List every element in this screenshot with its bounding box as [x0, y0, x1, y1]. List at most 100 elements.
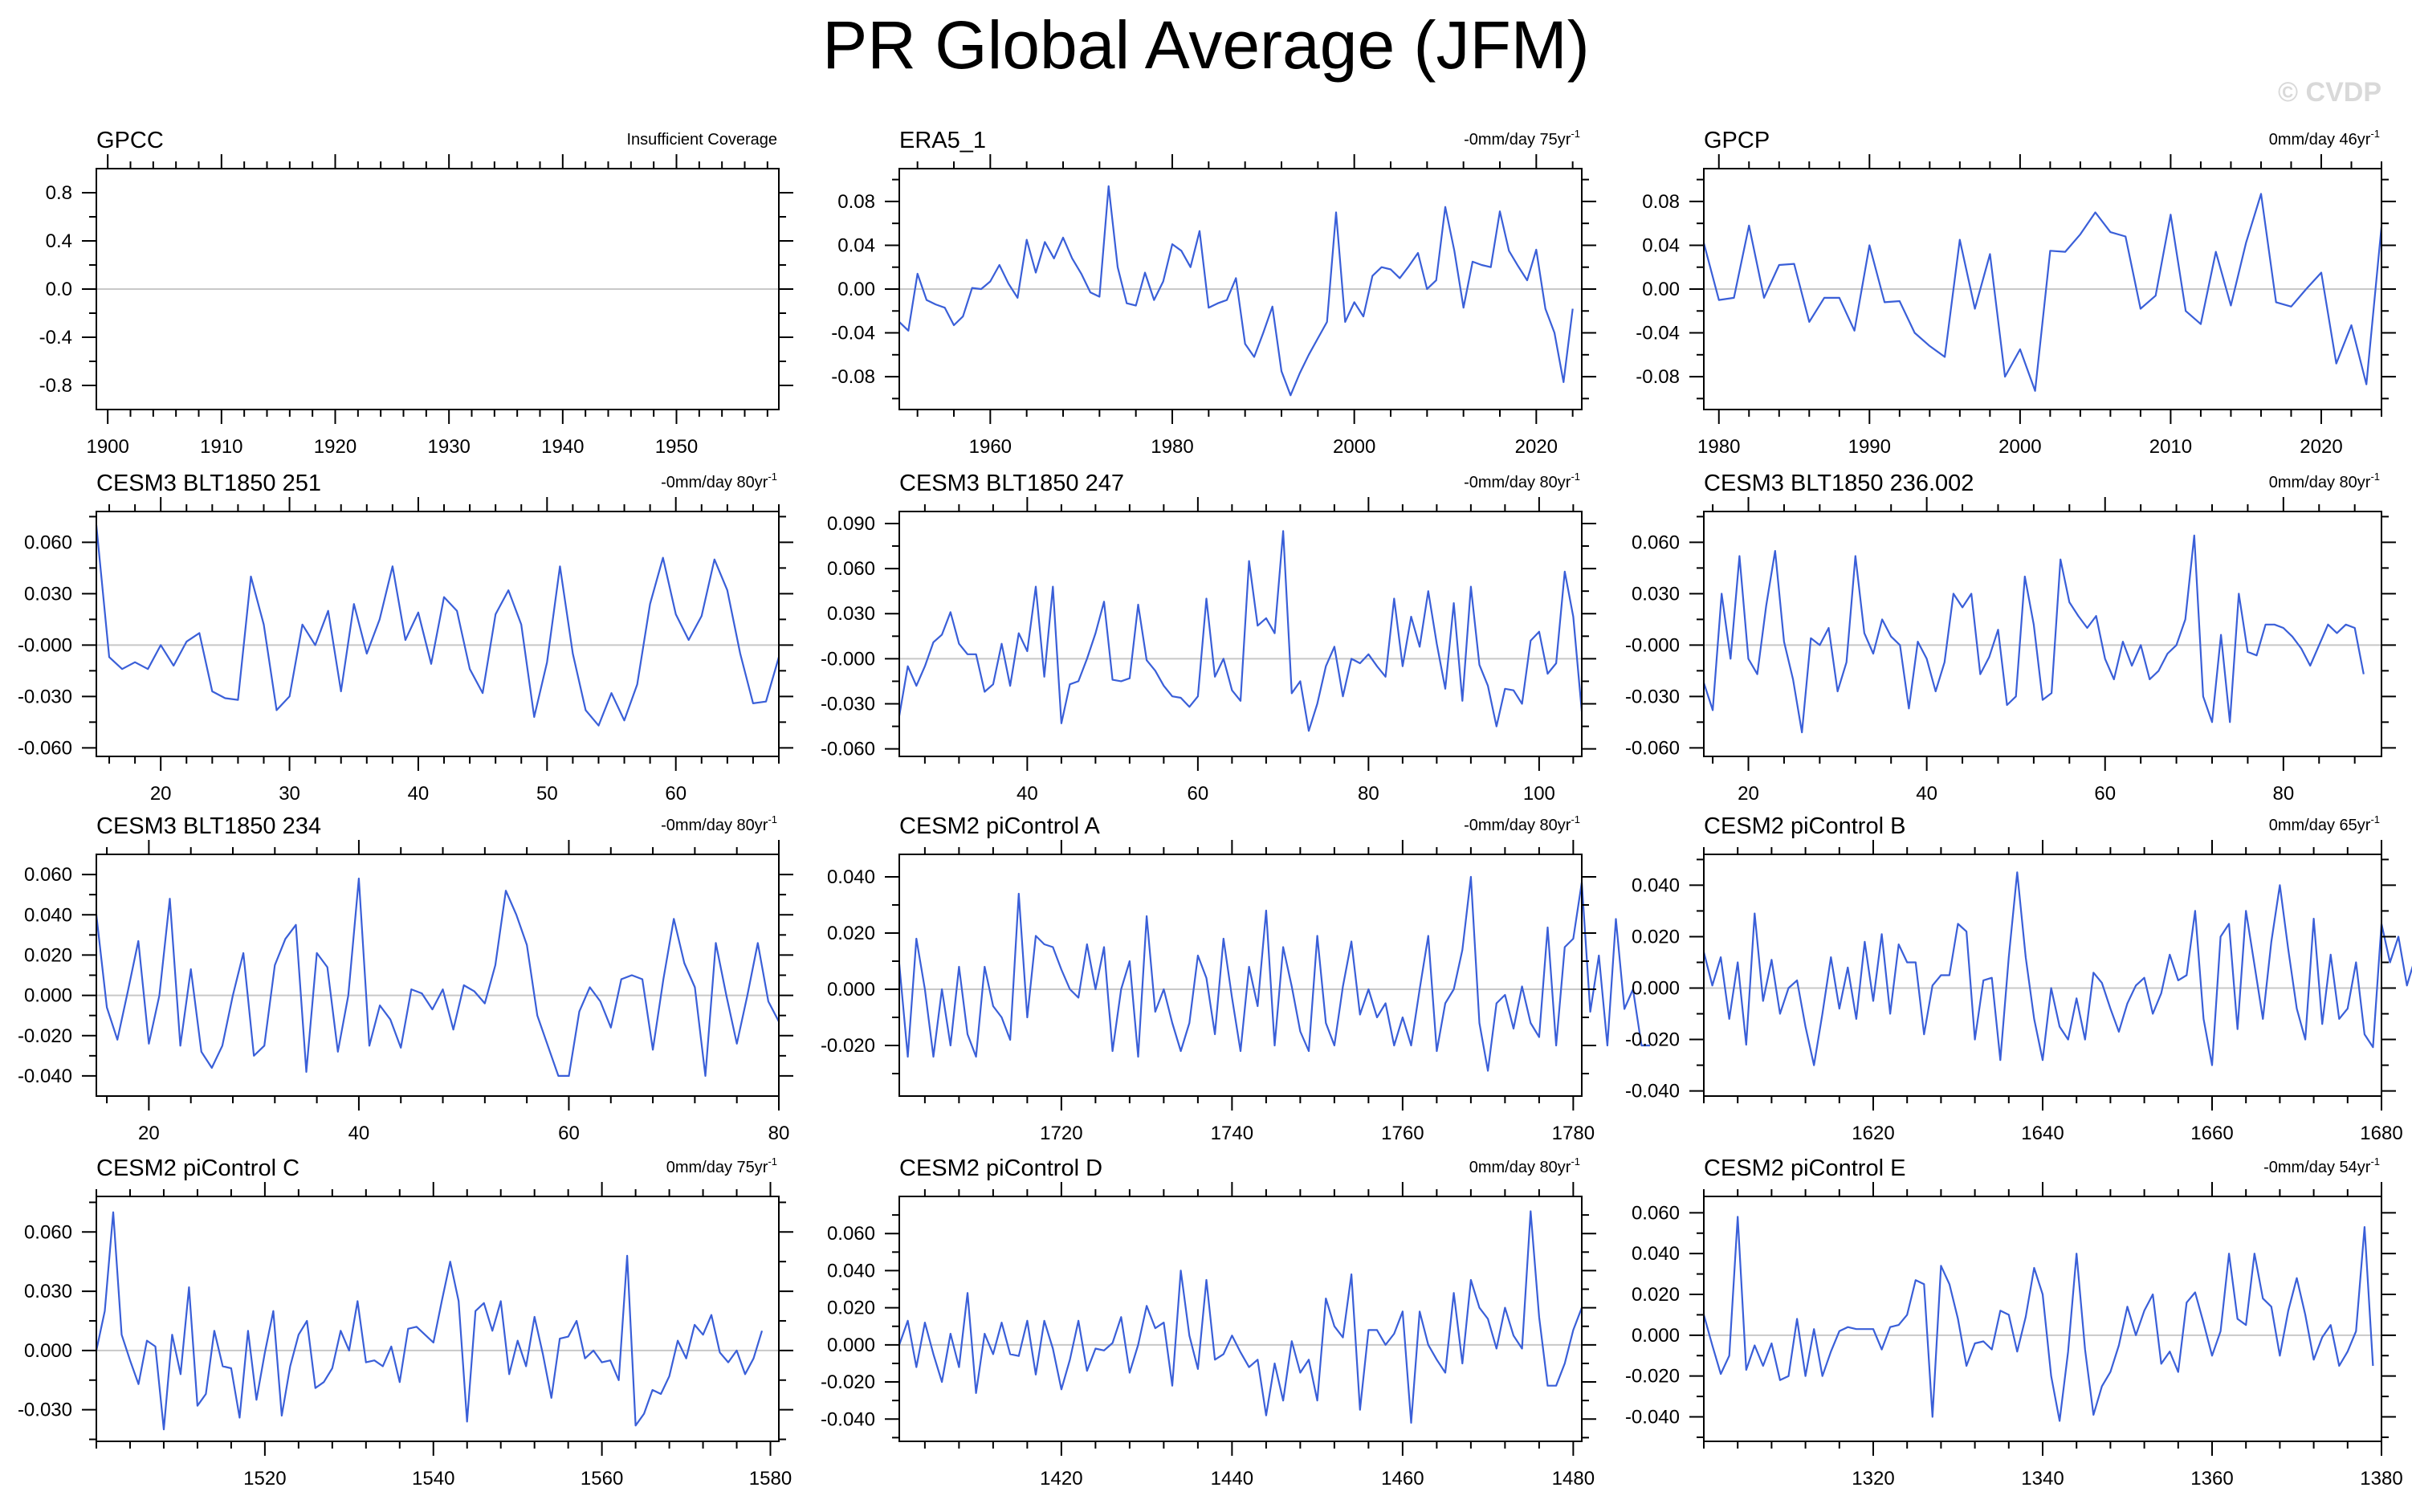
x-tick-label: 1990 [1848, 436, 1891, 458]
x-tick-label: 1340 [2021, 1468, 2064, 1490]
x-tick-label: 1380 [2360, 1468, 2402, 1490]
x-tick-label: 1980 [1151, 436, 1193, 458]
x-tick-label: 20 [1738, 783, 1759, 805]
x-tick-label: 60 [2094, 783, 2116, 805]
series-line [95, 524, 780, 727]
panel-annotation: -0mm/day 54yr-1 [2263, 1155, 2380, 1176]
x-tick-label: 60 [558, 1123, 580, 1144]
x-tick-label: 1660 [2190, 1123, 2233, 1144]
chart-panel-8: 1720 1740 1760 1780 0.040 0.020 0.000 -0.020 CES… [821, 813, 1650, 1144]
panel-title: ERA5_1 [899, 128, 986, 153]
y-tick-label: 0.040 [1632, 1243, 1680, 1265]
x-tick-label: 1740 [1211, 1123, 1253, 1144]
panel-annotation: 0mm/day 80yr-1 [1469, 1155, 1580, 1176]
panel-title: CESM3 BLT1850 247 [899, 471, 1124, 496]
chart-panel-12: 1320 1340 1360 1380 0.060 0.040 0.020 0.000 -0.0… [1625, 1155, 2403, 1490]
y-tick-label: -0.08 [1636, 366, 1680, 388]
panel-title: CESM3 BLT1850 234 [96, 813, 321, 839]
annotation-superscript: -1 [1571, 1155, 1580, 1168]
chart-panel-10: 1520 1540 1560 1580 0.060 0.030 0.000 -0.030 CES… [18, 1155, 793, 1490]
plot-frame [1703, 511, 2382, 757]
x-tick-label: 1900 [86, 436, 128, 458]
panel-title: GPCC [96, 128, 164, 153]
y-tick-label: -0.020 [1625, 1366, 1680, 1388]
chart-panel-11: 1420 1440 1460 1480 0.060 0.040 0.020 0.000 -0.0… [821, 1155, 1596, 1490]
panel-annotation: -0mm/day 80yr-1 [1464, 471, 1580, 491]
y-tick-label: 0.040 [1632, 874, 1680, 896]
x-tick-label: 1720 [1040, 1123, 1082, 1144]
y-tick-label: 0.090 [827, 513, 875, 535]
y-tick-label: 0.040 [827, 1260, 875, 1282]
series-line [1702, 534, 2365, 734]
y-tick-label: 0.060 [827, 1223, 875, 1245]
x-tick-label: 1460 [1381, 1468, 1424, 1490]
x-tick-label: 1930 [427, 436, 470, 458]
x-tick-label: 2010 [2149, 436, 2192, 458]
x-tick-label: 40 [1916, 783, 1937, 805]
panel-title: CESM2 piControl A [899, 813, 1100, 839]
y-tick-label: 0.0 [46, 279, 72, 300]
chart-panel-2: 1960 1980 2000 2020 0.08 0.04 0.00 -0.04 -0.08 ER… [831, 128, 1596, 458]
x-tick-label: 80 [1358, 783, 1379, 805]
y-tick-label: 0.020 [24, 944, 72, 966]
panel-annotation: 0mm/day 75yr-1 [666, 1155, 777, 1176]
plot-frame [898, 854, 1583, 1097]
panel-title: CESM3 BLT1850 251 [96, 471, 321, 496]
annotation-superscript: -1 [1571, 813, 1580, 825]
y-tick-label: 0.000 [827, 1335, 875, 1356]
copyright-watermark: © CVDP [2278, 77, 2381, 108]
y-tick-label: 0.030 [24, 583, 72, 605]
x-tick-label: 2020 [2300, 436, 2342, 458]
y-tick-label: 0.04 [1642, 234, 1680, 256]
x-tick-label: 2020 [1515, 436, 1558, 458]
x-tick-label: 30 [279, 783, 300, 805]
annotation-superscript: -1 [768, 471, 777, 483]
y-tick-label: 0.000 [24, 985, 72, 1007]
series-line [95, 877, 780, 1078]
y-tick-label: 0.060 [24, 1221, 72, 1243]
y-tick-label: 0.040 [827, 866, 875, 888]
panel-title: CESM2 piControl E [1704, 1155, 1905, 1181]
x-tick-label: 1320 [1852, 1468, 1894, 1490]
panel-annotation: 0mm/day 46yr-1 [2269, 128, 2380, 149]
x-tick-label: 100 [1523, 783, 1555, 805]
y-tick-label: -0.020 [821, 1371, 875, 1393]
x-tick-label: 1640 [2021, 1123, 2064, 1144]
y-tick-label: -0.060 [821, 739, 875, 760]
plot-frame [96, 854, 780, 1097]
y-tick-label: -0.020 [1625, 1029, 1680, 1051]
y-tick-label: -0.020 [821, 1035, 875, 1057]
x-tick-label: 1540 [412, 1468, 454, 1490]
annotation-superscript: -1 [2370, 128, 2380, 140]
x-tick-label: 40 [1017, 783, 1038, 805]
x-tick-label: 20 [138, 1123, 160, 1144]
x-tick-label: 60 [1188, 783, 1209, 805]
series-line [898, 875, 1650, 1072]
x-tick-label: 1980 [1697, 436, 1740, 458]
y-tick-label: 0.08 [1642, 191, 1680, 213]
x-tick-label: 1940 [541, 436, 584, 458]
y-tick-label: -0.040 [1625, 1407, 1680, 1428]
series-line [898, 530, 1583, 732]
chart-panel-7: 20 40 60 80 0.060 0.040 0.020 0.000 -0.020 -0.040… [18, 813, 793, 1144]
panel-title: CESM3 BLT1850 236.002 [1704, 471, 1974, 496]
panel-annotation: -0mm/day 80yr-1 [1464, 813, 1580, 834]
panel-title: GPCP [1704, 128, 1770, 153]
x-tick-label: 40 [408, 783, 430, 805]
y-tick-label: -0.040 [18, 1066, 72, 1087]
y-tick-label: -0.000 [821, 648, 875, 670]
panel-annotation: 0mm/day 80yr-1 [2269, 471, 2380, 491]
annotation-superscript: -1 [2370, 813, 2380, 825]
x-tick-label: 1360 [2190, 1468, 2233, 1490]
panel-annotation: 0mm/day 65yr-1 [2269, 813, 2380, 834]
y-tick-label: 0.060 [1632, 532, 1680, 553]
y-tick-label: 0.020 [1632, 926, 1680, 948]
y-tick-label: 0.8 [46, 182, 72, 204]
y-tick-label: -0.000 [1625, 634, 1680, 656]
y-tick-label: 0.060 [1632, 1202, 1680, 1224]
annotation-superscript: -1 [2370, 1155, 2380, 1168]
chart-panel-6: 20 40 60 80 0.060 0.030 -0.000 -0.030 -0.060 CESM… [1625, 471, 2396, 805]
plot-frame [1703, 1196, 2382, 1442]
y-tick-label: 0.04 [837, 234, 875, 256]
